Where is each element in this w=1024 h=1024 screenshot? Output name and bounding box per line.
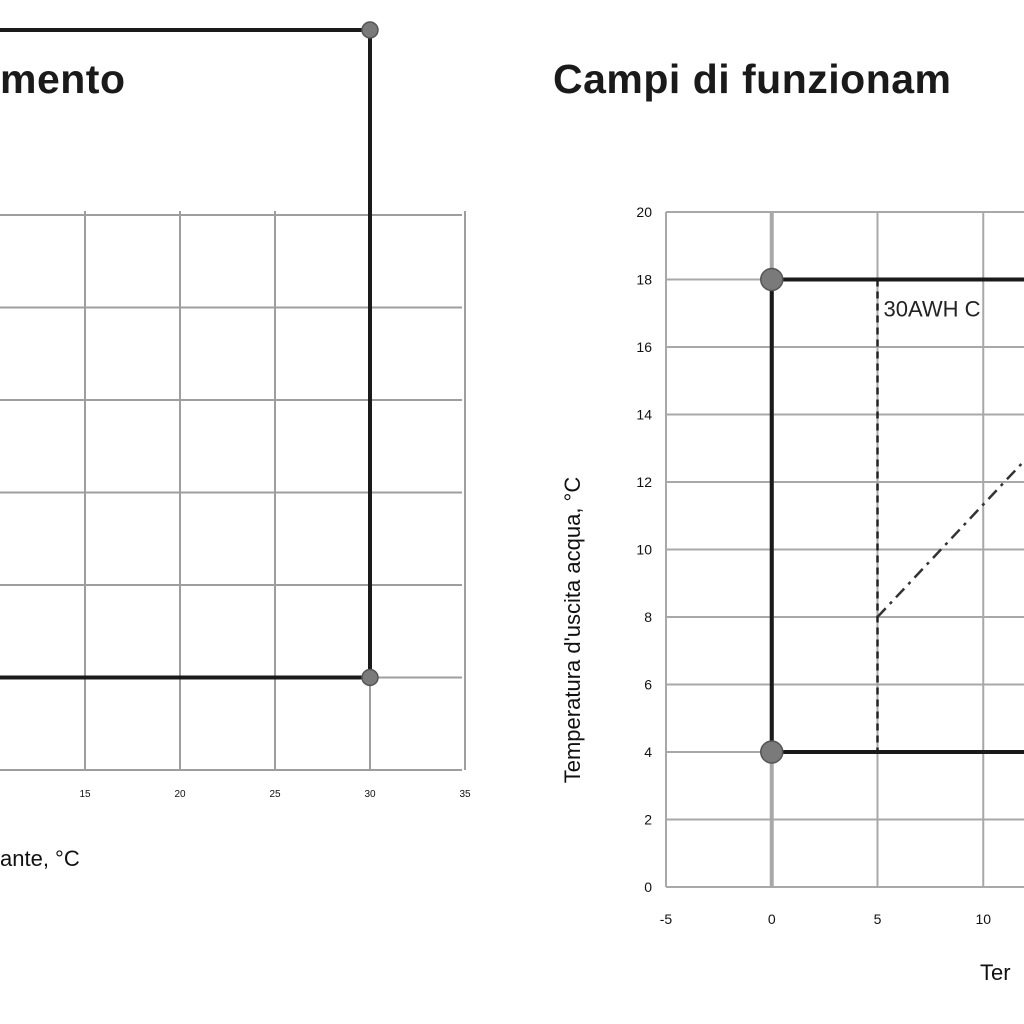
chart-title-left: mento bbox=[0, 56, 126, 102]
y-tick-label: 2 bbox=[644, 812, 652, 828]
y-tick-label: 20 bbox=[636, 204, 652, 220]
chart-1: -5 0 5 10 0 2 4 6 8 10 12 14 16 18 20 30AWH C Ter Tempera… bbox=[560, 204, 1024, 985]
series-annotation: 30AWH C bbox=[884, 297, 981, 322]
x-tick-label: -5 bbox=[660, 911, 673, 927]
y-tick-label: 12 bbox=[636, 474, 652, 490]
y-tick-label: 6 bbox=[644, 677, 652, 693]
y-axis-label: Temperatura d'uscita acqua, °C bbox=[560, 477, 585, 784]
chart-title-right: Campi di funzionam bbox=[553, 56, 952, 102]
chart-0: 15 20 25 30 35 ante, °C bbox=[0, 21, 471, 871]
series-line bbox=[0, 28, 372, 680]
data-point-marker bbox=[760, 267, 784, 292]
x-tick-label: 5 bbox=[874, 911, 882, 927]
y-tick-label: 10 bbox=[636, 542, 652, 558]
x-tick-label: 35 bbox=[459, 789, 471, 800]
data-point-marker bbox=[361, 668, 379, 687]
y-tick-label: 16 bbox=[636, 339, 652, 355]
series-line bbox=[769, 277, 1024, 754]
x-tick-label: 10 bbox=[975, 911, 991, 927]
y-tick-label: 4 bbox=[644, 744, 652, 760]
x-axis-label: Ter bbox=[980, 960, 1011, 985]
data-point-marker bbox=[361, 21, 379, 39]
dashdot-series-line bbox=[876, 459, 1024, 618]
x-tick-label: 0 bbox=[768, 911, 776, 927]
y-tick-label: 18 bbox=[636, 272, 652, 288]
x-tick-label: 20 bbox=[174, 789, 186, 800]
data-point-marker bbox=[760, 740, 784, 764]
x-tick-label: 15 bbox=[79, 789, 91, 800]
y-tick-label: 0 bbox=[644, 879, 652, 895]
x-tick-label: 30 bbox=[364, 789, 376, 800]
x-tick-label: 25 bbox=[269, 789, 281, 800]
y-tick-label: 8 bbox=[644, 609, 652, 625]
y-tick-label: 14 bbox=[636, 407, 652, 423]
x-axis-label: ante, °C bbox=[0, 846, 80, 871]
